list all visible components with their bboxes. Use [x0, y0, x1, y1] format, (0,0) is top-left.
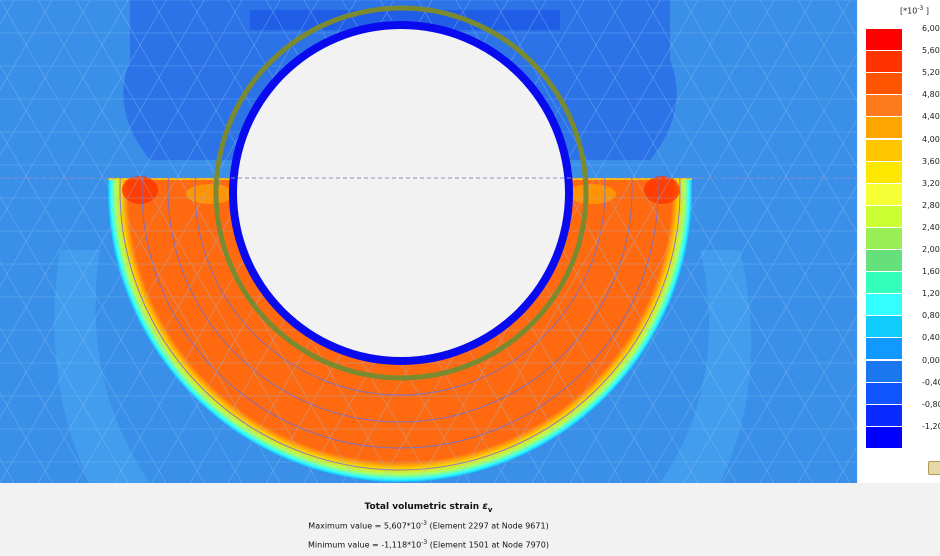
legend-swatch	[866, 359, 902, 382]
legend-label: 5,20	[922, 68, 940, 78]
legend-swatch	[866, 337, 902, 360]
legend-label: 0,00	[922, 355, 940, 365]
legend-label: 2,00	[922, 245, 940, 254]
legend-label: 0,80	[922, 311, 940, 321]
legend-label: 4,80	[922, 90, 940, 100]
legend-swatch	[866, 182, 902, 205]
legend-swatch	[866, 160, 902, 183]
tunnel-opening	[237, 29, 565, 357]
legend-label: 1,20	[922, 289, 940, 299]
strain-zone-right-peak	[644, 176, 680, 204]
legend-label: 5,60	[922, 46, 940, 56]
legend-swatch	[866, 138, 902, 161]
strain-zone-right-notch	[568, 184, 616, 204]
strain-zone-lower-right	[660, 250, 752, 483]
legend-swatch	[866, 425, 902, 448]
legend-label: 0,40	[922, 333, 940, 343]
contour-plot-viewport[interactable]	[0, 0, 857, 483]
legend-swatch	[866, 381, 902, 404]
legend-swatch	[866, 72, 902, 95]
legend-swatch	[866, 315, 902, 338]
legend-panel: [*10-3 ] 6,00 5,60 5,20 4,80 4,40 4,00 3,60 3,2…	[858, 0, 940, 483]
legend-label: 3,60	[922, 156, 940, 166]
minimum-value: Minimum value = -1,118*10-3 (Element 150…	[308, 539, 549, 550]
maximum-value: Maximum value = 5,607*10-3 (Element 2297…	[308, 520, 549, 531]
legend-swatch	[866, 293, 902, 316]
legend-swatch	[866, 28, 902, 51]
legend-label: -0,80	[922, 399, 940, 409]
legend-swatch	[866, 403, 902, 426]
legend-swatch	[866, 249, 902, 272]
legend-swatch	[866, 50, 902, 73]
legend-label: 1,60	[922, 267, 940, 277]
legend-label: 2,40	[922, 222, 940, 232]
legend-label: 2,80	[922, 200, 940, 210]
legend-swatch	[866, 226, 902, 249]
strain-zone-left-peak	[122, 176, 158, 204]
legend-label: 6,00	[922, 24, 940, 33]
legend-label: -1,20	[922, 421, 940, 431]
legend-swatch	[866, 204, 902, 227]
legend-label: 4,40	[922, 112, 940, 122]
strain-zone-left-notch	[186, 184, 234, 204]
legend-label: 3,20	[922, 178, 940, 188]
info-panel: Total volumetric strain εv Maximum value…	[0, 483, 857, 556]
tunnel-liner-ring	[213, 5, 589, 381]
legend-toggle-button[interactable]	[928, 461, 940, 475]
legend-label: -0,40	[922, 377, 940, 387]
legend-unit: [*10-3 ]	[900, 5, 929, 16]
plot-title: Total volumetric strain εv	[364, 501, 493, 514]
legend-swatch	[866, 271, 902, 294]
strain-contour-plot	[0, 0, 857, 483]
legend-swatch	[866, 116, 902, 139]
legend-swatch	[866, 94, 902, 117]
legend-label: 4,00	[922, 134, 940, 144]
strain-zone-lower-left	[54, 250, 150, 483]
